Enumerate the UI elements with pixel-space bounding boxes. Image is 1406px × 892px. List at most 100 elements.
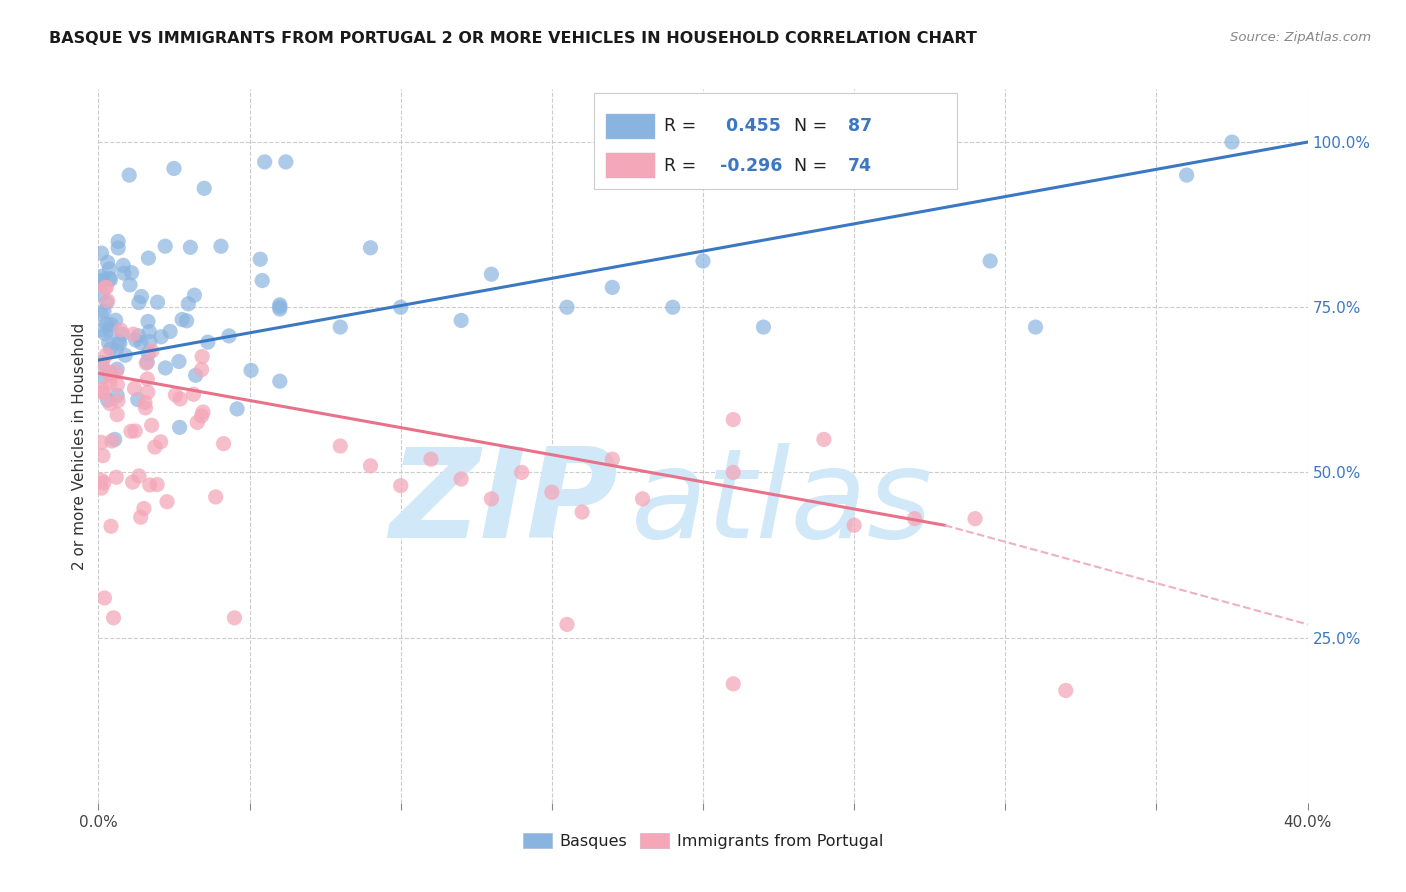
- Point: [186, 415, 208, 429]
- Point: [159, 325, 181, 339]
- Point: [101, 434, 124, 448]
- Point: [136, 385, 159, 400]
- Point: [752, 320, 775, 334]
- Point: [269, 300, 291, 314]
- Point: [481, 491, 503, 506]
- Text: 74: 74: [848, 157, 872, 175]
- Point: [692, 254, 714, 268]
- Point: [91, 382, 114, 396]
- Point: [128, 295, 150, 310]
- Point: [253, 154, 276, 169]
- Point: [127, 392, 149, 407]
- Point: [91, 449, 114, 463]
- Point: [139, 334, 162, 349]
- Point: [169, 420, 191, 434]
- Text: 0.455: 0.455: [720, 118, 780, 136]
- Point: [481, 267, 503, 281]
- Point: [96, 280, 118, 294]
- Point: [450, 313, 472, 327]
- FancyBboxPatch shape: [595, 93, 957, 189]
- Text: -0.296: -0.296: [720, 157, 782, 175]
- Point: [98, 397, 121, 411]
- Point: [571, 505, 593, 519]
- Point: [204, 490, 226, 504]
- Point: [183, 387, 205, 401]
- Point: [93, 304, 115, 318]
- Point: [127, 328, 149, 343]
- Point: [128, 469, 150, 483]
- Point: [124, 333, 146, 347]
- Point: [96, 317, 118, 331]
- Point: [104, 433, 127, 447]
- Point: [389, 300, 412, 314]
- Point: [96, 348, 118, 362]
- Point: [723, 412, 745, 426]
- Point: [163, 161, 186, 176]
- Point: [209, 239, 232, 253]
- Point: [104, 365, 127, 379]
- Point: [105, 408, 128, 422]
- Point: [269, 302, 291, 317]
- Point: [96, 295, 118, 310]
- Point: [120, 424, 142, 438]
- Point: [155, 360, 177, 375]
- Point: [103, 611, 125, 625]
- Point: [197, 335, 219, 350]
- Point: [146, 295, 169, 310]
- Point: [540, 485, 562, 500]
- Text: N =: N =: [793, 157, 832, 175]
- Point: [124, 424, 146, 438]
- Point: [183, 288, 205, 302]
- Point: [156, 494, 179, 508]
- Point: [240, 363, 263, 377]
- Point: [224, 611, 246, 625]
- Point: [360, 241, 382, 255]
- Point: [813, 433, 835, 447]
- Point: [91, 355, 114, 369]
- Point: [94, 280, 117, 294]
- Point: [105, 362, 128, 376]
- Point: [191, 405, 214, 419]
- Point: [93, 370, 115, 384]
- Point: [176, 314, 198, 328]
- Text: BASQUE VS IMMIGRANTS FROM PORTUGAL 2 OR MORE VEHICLES IN HOUSEHOLD CORRELATION C: BASQUE VS IMMIGRANTS FROM PORTUGAL 2 OR …: [49, 31, 977, 46]
- Point: [165, 388, 187, 402]
- Point: [100, 369, 122, 384]
- Point: [146, 477, 169, 491]
- Point: [132, 501, 155, 516]
- Point: [107, 241, 129, 255]
- Point: [269, 298, 291, 312]
- Point: [134, 401, 156, 415]
- Point: [723, 677, 745, 691]
- Point: [105, 343, 128, 358]
- Point: [135, 356, 157, 370]
- Text: ZIP: ZIP: [389, 442, 619, 564]
- Point: [112, 258, 135, 272]
- Point: [100, 342, 122, 356]
- Point: [190, 409, 212, 423]
- Point: [129, 510, 152, 524]
- Point: [150, 330, 173, 344]
- Point: [90, 473, 112, 487]
- Point: [141, 418, 163, 433]
- Point: [269, 374, 291, 388]
- Point: [107, 235, 129, 249]
- Point: [108, 336, 131, 351]
- Point: [100, 272, 122, 286]
- Point: [844, 518, 866, 533]
- Point: [191, 350, 214, 364]
- Point: [249, 252, 271, 267]
- Text: R =: R =: [664, 157, 702, 175]
- Text: N =: N =: [793, 118, 832, 136]
- Point: [190, 362, 212, 376]
- Point: [136, 355, 159, 369]
- Point: [723, 466, 745, 480]
- Point: [389, 478, 412, 492]
- Point: [274, 154, 297, 169]
- Point: [250, 274, 273, 288]
- Point: [193, 181, 215, 195]
- Point: [98, 376, 121, 391]
- Point: [212, 436, 235, 450]
- Point: [139, 478, 162, 492]
- Point: [98, 262, 121, 277]
